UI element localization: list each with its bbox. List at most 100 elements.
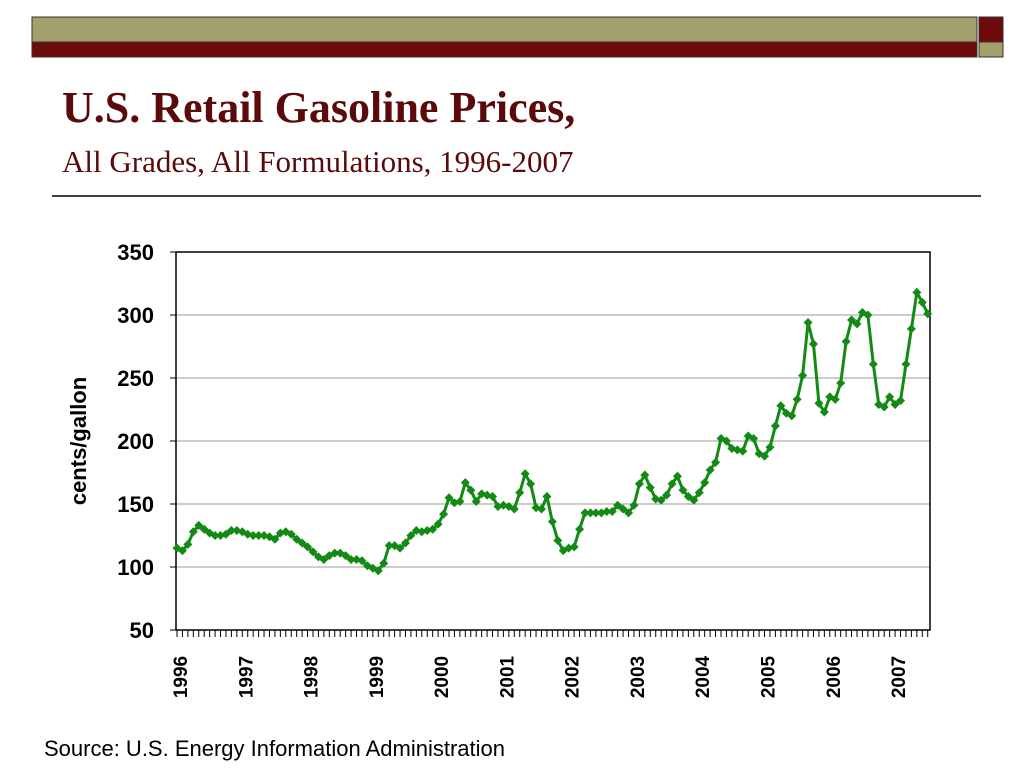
marker bbox=[711, 457, 721, 467]
marker bbox=[199, 524, 209, 534]
marker bbox=[700, 478, 710, 488]
marker bbox=[346, 554, 356, 564]
marker bbox=[808, 339, 818, 349]
marker bbox=[662, 490, 672, 500]
marker bbox=[607, 507, 617, 517]
marker bbox=[721, 436, 731, 446]
marker bbox=[520, 469, 530, 479]
marker bbox=[678, 485, 688, 495]
marker bbox=[400, 538, 410, 548]
marker bbox=[297, 538, 307, 548]
marker bbox=[879, 402, 889, 412]
marker bbox=[634, 479, 644, 489]
marker bbox=[177, 546, 187, 556]
marker bbox=[792, 394, 802, 404]
marker bbox=[504, 502, 514, 512]
marker bbox=[341, 551, 351, 561]
marker bbox=[738, 446, 748, 456]
marker bbox=[814, 398, 824, 408]
marker bbox=[694, 488, 704, 498]
marker bbox=[395, 543, 405, 553]
x-tick-label: 2006 bbox=[824, 656, 845, 698]
marker bbox=[618, 504, 628, 514]
marker bbox=[624, 508, 634, 518]
x-tick-label: 1996 bbox=[171, 656, 192, 698]
marker bbox=[379, 558, 389, 568]
x-tick-label: 2002 bbox=[563, 656, 584, 698]
marker bbox=[645, 483, 655, 493]
marker bbox=[460, 478, 470, 488]
marker bbox=[526, 479, 536, 489]
marker bbox=[917, 297, 927, 307]
marker bbox=[672, 471, 682, 481]
y-tick-label: 150 bbox=[117, 492, 154, 517]
marker bbox=[433, 519, 443, 529]
marker bbox=[656, 495, 666, 505]
marker bbox=[455, 496, 465, 506]
marker bbox=[466, 485, 476, 495]
marker bbox=[406, 531, 416, 540]
marker bbox=[591, 508, 601, 518]
marker bbox=[683, 491, 693, 501]
y-tick-label: 300 bbox=[117, 303, 154, 328]
marker bbox=[515, 488, 525, 498]
plot-frame bbox=[175, 251, 931, 631]
marker bbox=[444, 493, 454, 503]
x-tick-label: 2005 bbox=[759, 655, 780, 698]
marker bbox=[912, 287, 922, 297]
marker bbox=[553, 536, 563, 546]
top-band bbox=[31, 16, 978, 43]
y-tick-label: 50 bbox=[130, 618, 154, 643]
corner-square bbox=[978, 16, 1004, 43]
marker bbox=[613, 500, 623, 510]
marker bbox=[286, 529, 296, 539]
marker bbox=[629, 500, 639, 510]
source: Source: U.S. Energy Information Administ… bbox=[44, 736, 505, 761]
marker bbox=[221, 529, 231, 539]
marker bbox=[765, 442, 775, 452]
marker bbox=[357, 556, 367, 566]
marker bbox=[509, 504, 519, 514]
marker bbox=[569, 542, 579, 552]
marker bbox=[194, 520, 204, 530]
marker bbox=[689, 495, 699, 505]
marker bbox=[847, 315, 857, 325]
marker bbox=[308, 547, 318, 557]
marker bbox=[575, 524, 585, 534]
marker bbox=[373, 566, 383, 576]
marker bbox=[830, 394, 840, 404]
marker bbox=[330, 548, 340, 558]
y-axis-label: cents/gallon bbox=[66, 377, 91, 505]
x-tick-label: 2004 bbox=[693, 655, 714, 698]
marker bbox=[923, 309, 933, 319]
y-tick-label: 200 bbox=[117, 429, 154, 454]
marker bbox=[542, 491, 552, 501]
marker bbox=[248, 531, 258, 540]
marker bbox=[901, 359, 911, 369]
marker bbox=[226, 525, 236, 535]
top-band bbox=[31, 41, 978, 58]
marker bbox=[749, 433, 759, 443]
plot: 50 100 150 200 250 300 350 1996 1997 1998 1999 2000… bbox=[117, 240, 933, 698]
marker bbox=[188, 527, 198, 537]
marker bbox=[787, 411, 797, 421]
marker bbox=[890, 399, 900, 409]
chart-title: U.S. Retail Gasoline Prices, bbox=[62, 83, 575, 132]
marker bbox=[254, 531, 264, 540]
x-tick-label: 2003 bbox=[628, 656, 649, 698]
marker bbox=[303, 542, 313, 552]
marker bbox=[803, 318, 813, 328]
marker bbox=[863, 310, 873, 320]
x-tick-label: 2001 bbox=[497, 655, 518, 698]
marker bbox=[488, 491, 498, 501]
y-tick-label: 350 bbox=[117, 240, 154, 265]
marker bbox=[841, 336, 851, 346]
marker bbox=[776, 401, 786, 411]
marker bbox=[439, 509, 449, 519]
x-tick-label: 1997 bbox=[236, 656, 257, 698]
marker bbox=[640, 470, 650, 480]
marker bbox=[536, 504, 546, 514]
marker bbox=[836, 378, 846, 388]
marker bbox=[770, 421, 780, 431]
y-tick-label: 100 bbox=[117, 555, 154, 580]
